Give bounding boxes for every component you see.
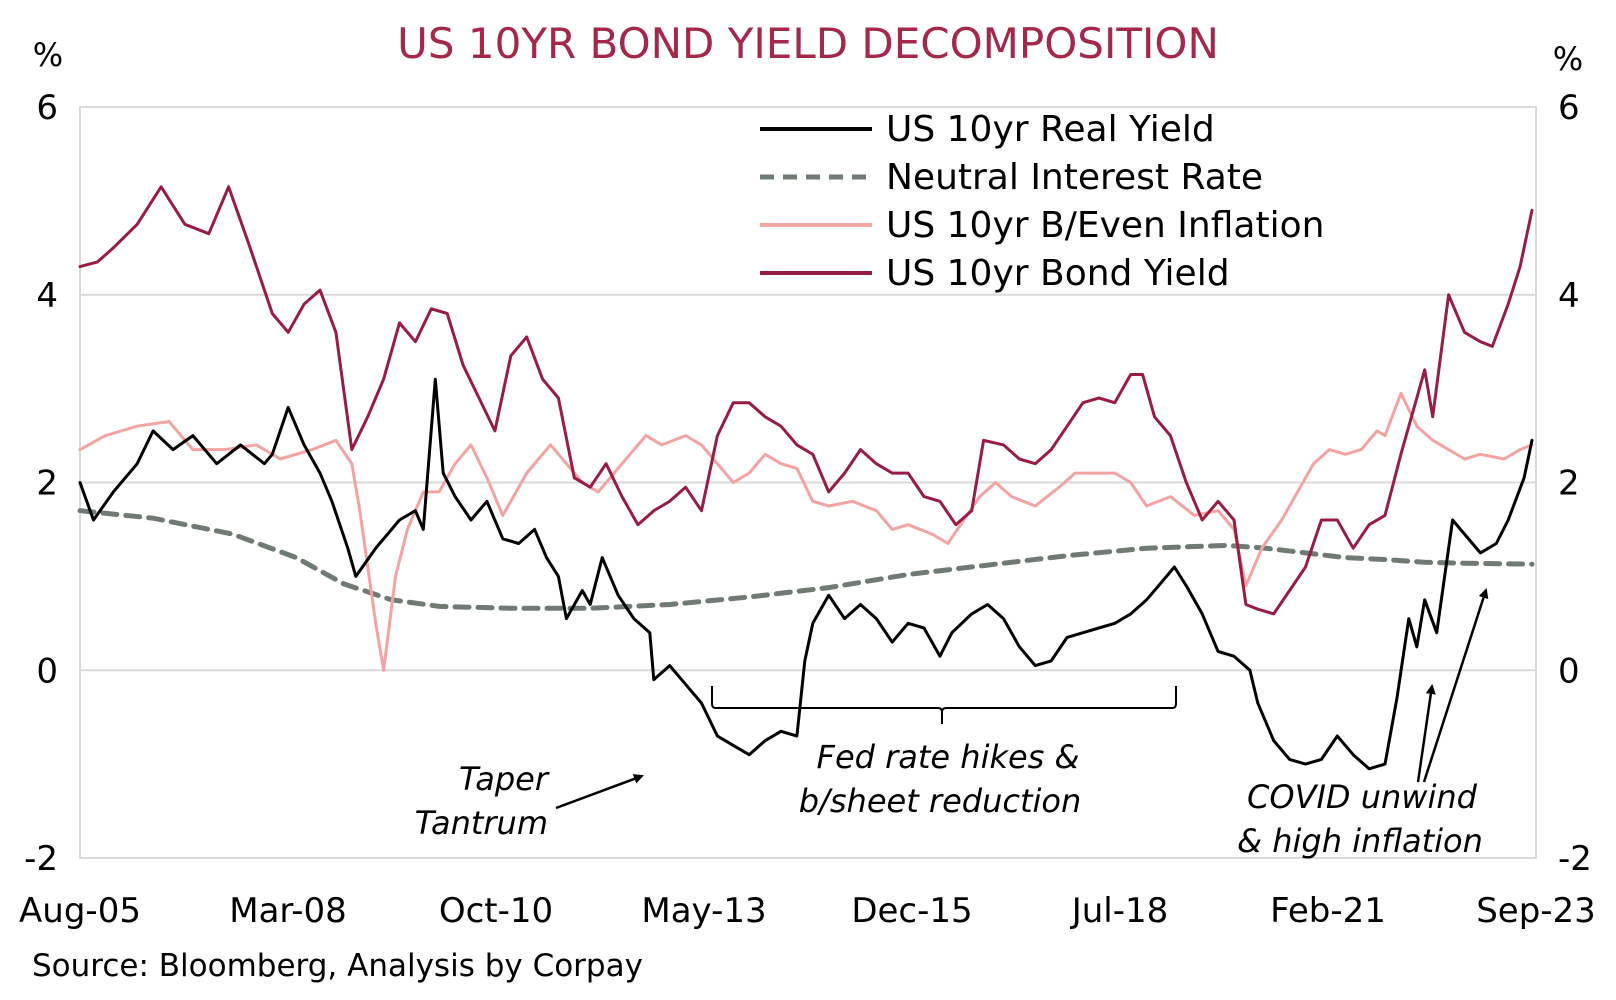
right-tick-label: -2	[1558, 839, 1592, 879]
x-tick-label: Sep-23	[1476, 891, 1596, 931]
series-line-breakeven	[78, 391, 1534, 672]
series-line-real-yield	[78, 377, 1534, 771]
source-note: Source: Bloomberg, Analysis by Corpay	[32, 948, 643, 984]
fed-label-line2: b/sheet reduction	[799, 782, 1081, 820]
left-axis: 6 4 2 0 -2	[24, 88, 58, 879]
taper-arrow	[555, 774, 644, 810]
covid-label-line1: COVID unwind	[1247, 778, 1478, 816]
left-axis-unit: %	[33, 36, 63, 74]
annotation-taper-tantrum: Taper Tantrum	[415, 760, 644, 842]
x-tick-label: May-13	[641, 891, 766, 931]
right-tick-label: 4	[1558, 276, 1580, 316]
x-axis: Aug-05 Mar-08 Oct-10 May-13 Dec-15 Jul-18 Feb-…	[19, 891, 1596, 931]
taper-label-line1: Taper	[459, 760, 550, 798]
legend-label-real-yield: US 10yr Real Yield	[886, 109, 1215, 150]
legend: US 10yr Real Yield Neutral Interest Rate U…	[760, 109, 1324, 294]
left-tick-label: 6	[36, 88, 58, 128]
series-layer	[77, 185, 1535, 771]
left-tick-label: 2	[36, 464, 58, 504]
x-tick-label: Aug-05	[19, 891, 141, 931]
right-tick-label: 6	[1558, 88, 1580, 128]
annotation-covid: COVID unwind & high inflation	[1237, 588, 1489, 860]
annotation-fed-hikes: Fed rate hikes & b/sheet reduction	[711, 686, 1177, 820]
right-tick-label: 2	[1558, 464, 1580, 504]
covid-arrow-1	[1416, 684, 1436, 783]
chart-title: US 10YR BOND YIELD DECOMPOSITION	[397, 19, 1219, 68]
legend-label-bond-yield: US 10yr Bond Yield	[886, 253, 1230, 294]
series-line-bond-yield	[78, 185, 1534, 616]
legend-label-breakeven: US 10yr B/Even Inflation	[886, 205, 1324, 246]
legend-label-neutral: Neutral Interest Rate	[886, 157, 1263, 198]
x-tick-label: Oct-10	[439, 891, 553, 931]
left-tick-label: 0	[36, 651, 58, 691]
covid-label-line2: & high inflation	[1237, 822, 1483, 860]
left-tick-label: -2	[24, 839, 58, 879]
right-tick-label: 0	[1558, 651, 1580, 691]
taper-label-line2: Tantrum	[415, 804, 548, 842]
right-axis-unit: %	[1553, 40, 1583, 78]
covid-arrow-2	[1422, 588, 1489, 783]
right-axis: 6 4 2 0 -2	[1558, 88, 1592, 879]
fed-hikes-bracket	[711, 686, 1177, 724]
fed-label-line1: Fed rate hikes &	[817, 738, 1080, 776]
x-tick-label: Dec-15	[851, 891, 972, 931]
x-tick-label: Jul-18	[1070, 891, 1169, 931]
series-line-neutral	[77, 508, 1535, 611]
x-tick-label: Mar-08	[229, 891, 347, 931]
x-tick-label: Feb-21	[1270, 891, 1386, 931]
left-tick-label: 4	[36, 276, 58, 316]
